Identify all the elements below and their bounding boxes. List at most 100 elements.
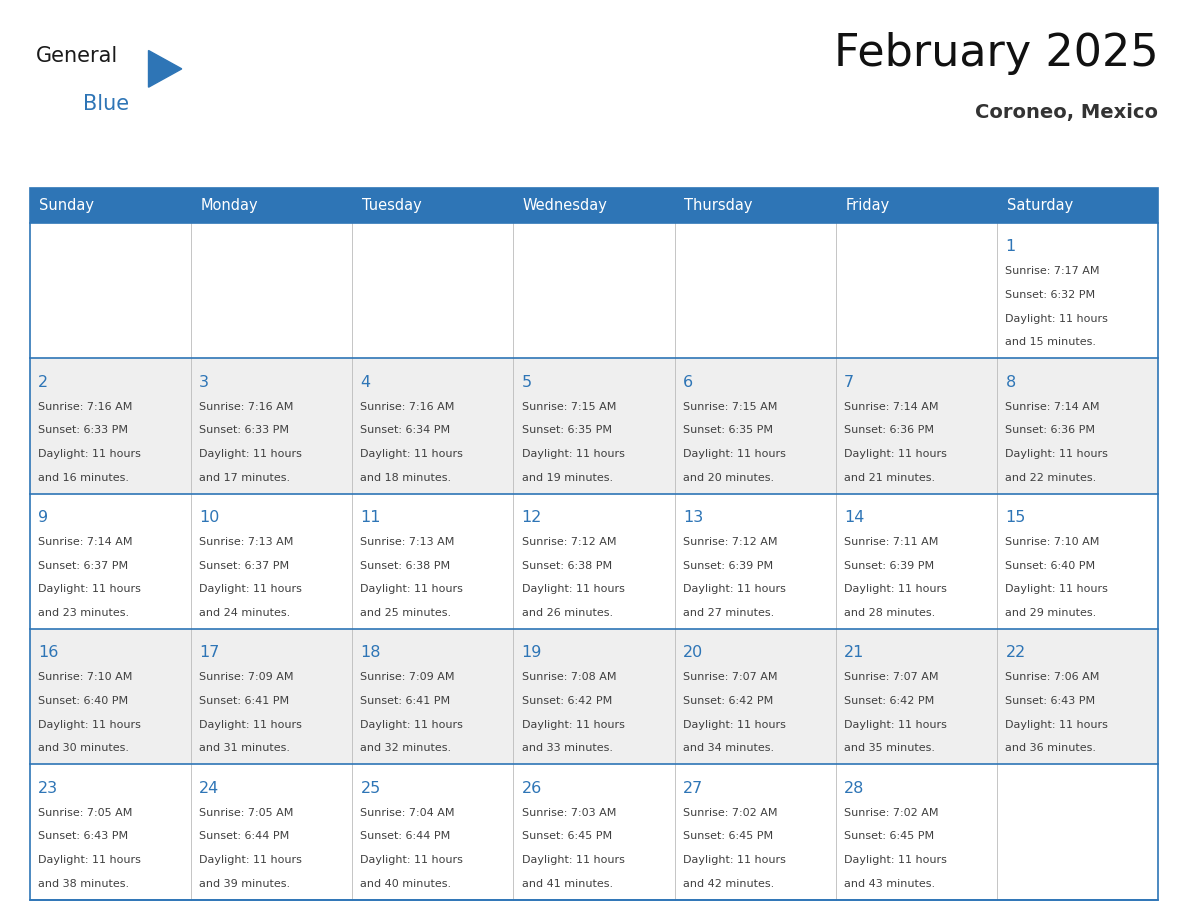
- Text: Daylight: 11 hours: Daylight: 11 hours: [38, 720, 141, 730]
- Text: Daylight: 11 hours: Daylight: 11 hours: [38, 585, 141, 594]
- Text: Sunset: 6:35 PM: Sunset: 6:35 PM: [683, 425, 773, 435]
- Text: and 21 minutes.: and 21 minutes.: [845, 473, 935, 483]
- Bar: [30, 223, 1158, 358]
- Text: Daylight: 11 hours: Daylight: 11 hours: [200, 585, 302, 594]
- Text: Sunset: 6:33 PM: Sunset: 6:33 PM: [200, 425, 289, 435]
- Bar: [836, 188, 997, 223]
- Bar: [30, 358, 1158, 494]
- Text: 9: 9: [38, 509, 49, 525]
- Text: 14: 14: [845, 509, 865, 525]
- Text: and 18 minutes.: and 18 minutes.: [360, 473, 451, 483]
- Text: Sunset: 6:32 PM: Sunset: 6:32 PM: [1005, 290, 1095, 300]
- Bar: [513, 188, 675, 223]
- Text: 20: 20: [683, 645, 703, 660]
- Text: Daylight: 11 hours: Daylight: 11 hours: [200, 720, 302, 730]
- Text: and 28 minutes.: and 28 minutes.: [845, 608, 935, 618]
- Text: Sunset: 6:37 PM: Sunset: 6:37 PM: [200, 561, 290, 571]
- Text: Sunset: 6:43 PM: Sunset: 6:43 PM: [38, 832, 128, 841]
- Text: Sunset: 6:40 PM: Sunset: 6:40 PM: [1005, 561, 1095, 571]
- Text: and 41 minutes.: and 41 minutes.: [522, 879, 613, 889]
- Text: Tuesday: Tuesday: [361, 198, 422, 213]
- Text: and 19 minutes.: and 19 minutes.: [522, 473, 613, 483]
- Text: and 16 minutes.: and 16 minutes.: [38, 473, 129, 483]
- Text: Sunset: 6:37 PM: Sunset: 6:37 PM: [38, 561, 128, 571]
- Text: Daylight: 11 hours: Daylight: 11 hours: [200, 449, 302, 459]
- Text: 12: 12: [522, 509, 542, 525]
- Text: 18: 18: [360, 645, 381, 660]
- Text: Sunset: 6:45 PM: Sunset: 6:45 PM: [845, 832, 934, 841]
- Text: Daylight: 11 hours: Daylight: 11 hours: [38, 449, 141, 459]
- Text: Daylight: 11 hours: Daylight: 11 hours: [683, 585, 785, 594]
- Text: Daylight: 11 hours: Daylight: 11 hours: [683, 720, 785, 730]
- Text: 27: 27: [683, 780, 703, 796]
- Text: and 31 minutes.: and 31 minutes.: [200, 744, 290, 754]
- Text: and 27 minutes.: and 27 minutes.: [683, 608, 775, 618]
- Text: Sunset: 6:45 PM: Sunset: 6:45 PM: [683, 832, 773, 841]
- Text: and 36 minutes.: and 36 minutes.: [1005, 744, 1097, 754]
- Text: Sunrise: 7:17 AM: Sunrise: 7:17 AM: [1005, 266, 1100, 276]
- Text: Sunrise: 7:07 AM: Sunrise: 7:07 AM: [683, 672, 777, 682]
- Text: Sunrise: 7:09 AM: Sunrise: 7:09 AM: [200, 672, 293, 682]
- Text: Monday: Monday: [201, 198, 258, 213]
- Bar: [30, 765, 1158, 900]
- Bar: [675, 188, 836, 223]
- Text: Sunset: 6:41 PM: Sunset: 6:41 PM: [200, 696, 290, 706]
- Text: Sunrise: 7:07 AM: Sunrise: 7:07 AM: [845, 672, 939, 682]
- Text: Sunset: 6:42 PM: Sunset: 6:42 PM: [683, 696, 773, 706]
- Text: 2: 2: [38, 375, 49, 389]
- Text: Sunset: 6:42 PM: Sunset: 6:42 PM: [522, 696, 612, 706]
- Text: Sunrise: 7:14 AM: Sunrise: 7:14 AM: [845, 402, 939, 411]
- Text: Sunrise: 7:06 AM: Sunrise: 7:06 AM: [1005, 672, 1100, 682]
- Text: and 30 minutes.: and 30 minutes.: [38, 744, 129, 754]
- Text: and 35 minutes.: and 35 minutes.: [845, 744, 935, 754]
- Polygon shape: [148, 50, 182, 87]
- Text: Sunrise: 7:11 AM: Sunrise: 7:11 AM: [845, 537, 939, 547]
- Text: Sunrise: 7:02 AM: Sunrise: 7:02 AM: [683, 808, 777, 818]
- Text: Sunset: 6:39 PM: Sunset: 6:39 PM: [683, 561, 773, 571]
- Text: 26: 26: [522, 780, 542, 796]
- Text: Sunday: Sunday: [39, 198, 94, 213]
- Text: Daylight: 11 hours: Daylight: 11 hours: [845, 855, 947, 865]
- Bar: [352, 188, 513, 223]
- Text: Daylight: 11 hours: Daylight: 11 hours: [38, 855, 141, 865]
- Text: Sunrise: 7:16 AM: Sunrise: 7:16 AM: [200, 402, 293, 411]
- Text: 13: 13: [683, 509, 703, 525]
- Text: Sunset: 6:44 PM: Sunset: 6:44 PM: [200, 832, 290, 841]
- Text: February 2025: February 2025: [834, 32, 1158, 75]
- Text: Sunset: 6:36 PM: Sunset: 6:36 PM: [1005, 425, 1095, 435]
- Text: Daylight: 11 hours: Daylight: 11 hours: [1005, 585, 1108, 594]
- Text: 7: 7: [845, 375, 854, 389]
- Text: Daylight: 11 hours: Daylight: 11 hours: [522, 449, 625, 459]
- Text: Sunset: 6:45 PM: Sunset: 6:45 PM: [522, 832, 612, 841]
- Text: 3: 3: [200, 375, 209, 389]
- Text: 4: 4: [360, 375, 371, 389]
- Text: Sunset: 6:36 PM: Sunset: 6:36 PM: [845, 425, 934, 435]
- Text: 24: 24: [200, 780, 220, 796]
- Text: 6: 6: [683, 375, 693, 389]
- Text: Daylight: 11 hours: Daylight: 11 hours: [360, 449, 463, 459]
- Bar: [30, 188, 1158, 900]
- Text: Sunset: 6:44 PM: Sunset: 6:44 PM: [360, 832, 450, 841]
- Text: Sunrise: 7:03 AM: Sunrise: 7:03 AM: [522, 808, 617, 818]
- Text: Coroneo, Mexico: Coroneo, Mexico: [975, 103, 1158, 122]
- Text: Daylight: 11 hours: Daylight: 11 hours: [522, 720, 625, 730]
- Text: 8: 8: [1005, 375, 1016, 389]
- Text: Daylight: 11 hours: Daylight: 11 hours: [845, 720, 947, 730]
- Text: Sunrise: 7:08 AM: Sunrise: 7:08 AM: [522, 672, 617, 682]
- Text: 22: 22: [1005, 645, 1025, 660]
- Text: Sunrise: 7:15 AM: Sunrise: 7:15 AM: [522, 402, 617, 411]
- Text: 15: 15: [1005, 509, 1025, 525]
- Text: Sunrise: 7:02 AM: Sunrise: 7:02 AM: [845, 808, 939, 818]
- Text: Wednesday: Wednesday: [523, 198, 608, 213]
- Text: Sunset: 6:39 PM: Sunset: 6:39 PM: [845, 561, 934, 571]
- Text: Sunrise: 7:13 AM: Sunrise: 7:13 AM: [200, 537, 293, 547]
- Text: Friday: Friday: [846, 198, 890, 213]
- Text: Daylight: 11 hours: Daylight: 11 hours: [200, 855, 302, 865]
- Text: Sunset: 6:41 PM: Sunset: 6:41 PM: [360, 696, 450, 706]
- Text: Saturday: Saturday: [1006, 198, 1073, 213]
- Text: Daylight: 11 hours: Daylight: 11 hours: [522, 855, 625, 865]
- Text: 16: 16: [38, 645, 58, 660]
- Text: and 40 minutes.: and 40 minutes.: [360, 879, 451, 889]
- Text: and 26 minutes.: and 26 minutes.: [522, 608, 613, 618]
- Text: Sunset: 6:40 PM: Sunset: 6:40 PM: [38, 696, 128, 706]
